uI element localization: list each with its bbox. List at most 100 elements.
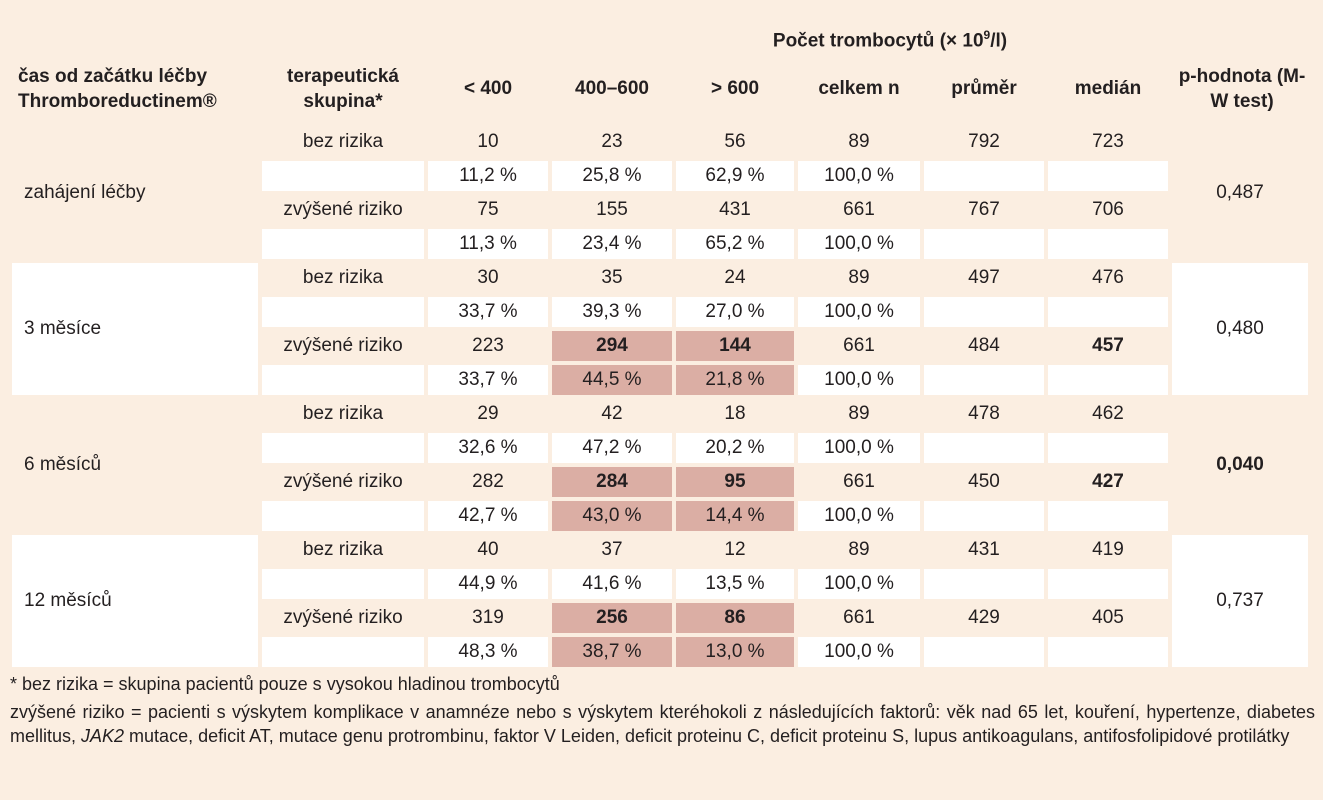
col-header-lt400: < 400: [463, 78, 513, 99]
gt600-cell: 56: [724, 131, 746, 152]
median-cell: [1048, 229, 1168, 259]
group-cell: zvýšené riziko: [283, 199, 403, 220]
group-cell: bez rizika: [302, 403, 384, 424]
mean-cell: [924, 229, 1044, 259]
lt400-cell: 10: [477, 131, 499, 152]
r400-600-cell: 35: [601, 267, 623, 288]
total-cell: 89: [848, 131, 870, 152]
mean-cell: 429: [968, 607, 1000, 628]
total-cell: 661: [843, 199, 875, 220]
table-row: zvýšené riziko 282 284 95 661 450 427: [12, 467, 1308, 497]
total-cell: 89: [848, 539, 870, 560]
group-cell: zvýšené riziko: [283, 607, 403, 628]
median-cell: 419: [1092, 539, 1124, 560]
group-cell: [262, 229, 424, 259]
total-cell: 100,0 %: [798, 229, 920, 259]
total-cell: 89: [848, 267, 870, 288]
group-cell: [262, 637, 424, 667]
lt400-cell: 319: [472, 607, 504, 628]
table-row: zvýšené riziko 319 256 86 661 429 405: [12, 603, 1308, 633]
r400-600-cell: 25,8 %: [552, 161, 672, 191]
gt600-cell: 12: [724, 539, 746, 560]
r400-600-cell: 155: [596, 199, 628, 220]
gt600-cell: 13,5 %: [676, 569, 794, 599]
table-row: zvýšené riziko 75 155 431 661 767 706: [12, 195, 1308, 225]
table-row: zahájení léčby bez rizika 10 23 56 89 79…: [12, 127, 1308, 203]
col-header-400-600: 400–600: [575, 78, 649, 99]
r400-600-cell-highlighted: 294: [552, 331, 672, 361]
median-cell-bold: 457: [1092, 335, 1124, 356]
median-cell: [1048, 433, 1168, 463]
group-cell: [262, 365, 424, 395]
r400-600-cell: 47,2 %: [552, 433, 672, 463]
median-cell: [1048, 637, 1168, 667]
lt400-cell: 40: [477, 539, 499, 560]
total-cell: 661: [843, 471, 875, 492]
platelet-count-header: Počet trombocytů (× 109/l): [772, 28, 1008, 52]
time-label: 3 měsíce: [12, 263, 258, 395]
mean-cell: 767: [968, 199, 1000, 220]
p-value-cell: 0,487: [1216, 182, 1264, 203]
r400-600-cell: 23: [601, 131, 623, 152]
mean-cell: [924, 637, 1044, 667]
lt400-cell: 29: [477, 403, 499, 424]
median-cell: [1048, 501, 1168, 531]
gt600-cell: 18: [724, 403, 746, 424]
r400-600-cell: 41,6 %: [552, 569, 672, 599]
lt400-cell: 11,3 %: [428, 229, 548, 259]
table-row: 11,2 % 25,8 % 62,9 % 100,0 %: [12, 161, 1308, 191]
mean-cell: 478: [968, 403, 1000, 424]
mean-cell: [924, 501, 1044, 531]
r400-600-cell-highlighted: 256: [552, 603, 672, 633]
gt600-cell: 24: [724, 267, 746, 288]
gt600-cell: 27,0 %: [676, 297, 794, 327]
r400-600-cell: 42: [601, 403, 623, 424]
gt600-cell: 431: [719, 199, 751, 220]
col-header-time: čas od začátku léčby Thromboreductinem®: [18, 66, 217, 112]
table-row: 33,7 % 39,3 % 27,0 % 100,0 %: [12, 297, 1308, 327]
col-header-gt600: > 600: [710, 78, 760, 99]
mean-cell: 484: [968, 335, 1000, 356]
lt400-cell: 48,3 %: [428, 637, 548, 667]
mean-cell: [924, 569, 1044, 599]
p-value-cell: 0,480: [1172, 263, 1308, 395]
median-cell: [1048, 297, 1168, 327]
median-cell: 706: [1092, 199, 1124, 220]
group-cell: bez rizika: [302, 539, 384, 560]
gt600-cell-highlighted: 144: [676, 331, 794, 361]
lt400-cell: 44,9 %: [428, 569, 548, 599]
lt400-cell: 223: [472, 335, 504, 356]
r400-600-cell: 23,4 %: [552, 229, 672, 259]
median-cell-bold: 427: [1092, 471, 1124, 492]
lt400-cell: 42,7 %: [428, 501, 548, 531]
lt400-cell: 30: [477, 267, 499, 288]
median-cell: 462: [1092, 403, 1124, 424]
group-cell: bez rizika: [302, 267, 384, 288]
footnotes: * bez rizika = skupina pacientů pouze s …: [10, 672, 1315, 752]
mean-cell: [924, 433, 1044, 463]
table-row: 3 měsíce bez rizika 30 35 24 89 497 476 …: [12, 263, 1308, 395]
mean-cell: [924, 297, 1044, 327]
r400-600-cell-highlighted: 284: [552, 467, 672, 497]
table-row: 44,9 % 41,6 % 13,5 % 100,0 %: [12, 569, 1308, 599]
lt400-cell: 33,7 %: [428, 297, 548, 327]
time-label: 6 měsíců: [24, 454, 102, 475]
r400-600-cell-highlighted: 44,5 %: [552, 365, 672, 395]
r400-600-cell: 37: [601, 539, 623, 560]
gt600-cell: 20,2 %: [676, 433, 794, 463]
total-cell: 100,0 %: [798, 433, 920, 463]
col-header-median: medián: [1074, 78, 1142, 99]
mean-cell: 450: [968, 471, 1000, 492]
total-cell: 100,0 %: [798, 161, 920, 191]
group-cell: [262, 297, 424, 327]
footnote-no-risk: * bez rizika = skupina pacientů pouze s …: [10, 674, 560, 694]
r400-600-cell-highlighted: 43,0 %: [552, 501, 672, 531]
gene-name: JAK2: [81, 726, 125, 746]
p-value-cell-significant: 0,040: [1216, 454, 1264, 475]
r400-600-cell: 39,3 %: [552, 297, 672, 327]
lt400-cell: 33,7 %: [428, 365, 548, 395]
group-cell: bez rizika: [302, 131, 384, 152]
mean-cell: 497: [968, 267, 1000, 288]
col-header-mean: průměr: [951, 78, 1017, 99]
group-cell: zvýšené riziko: [283, 471, 403, 492]
